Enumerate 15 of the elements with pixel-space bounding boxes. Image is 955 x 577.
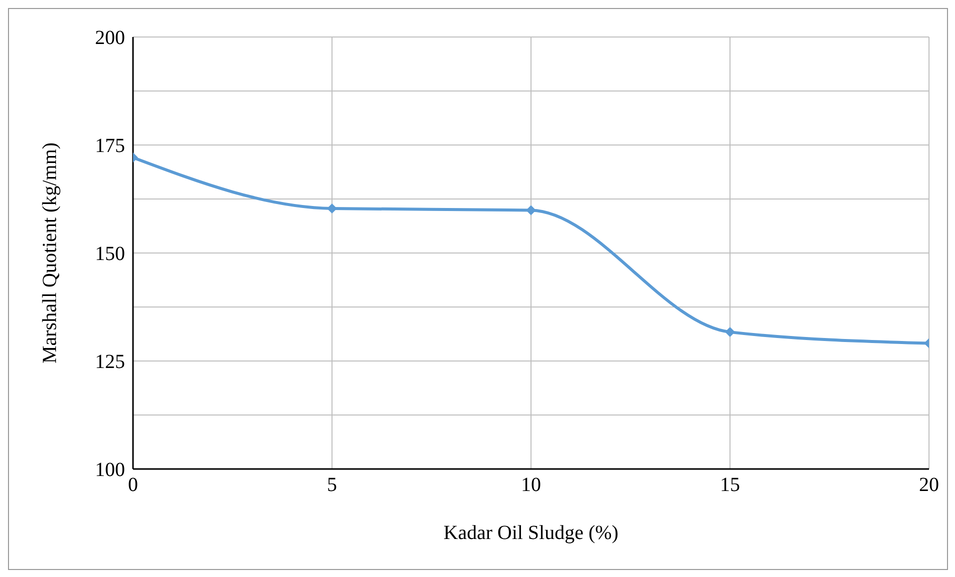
x-axis-title: Kadar Oil Sludge (%): [444, 522, 618, 544]
point: [526, 205, 536, 216]
x-tick-label: 5: [327, 474, 337, 496]
y-tick-label: 125: [95, 351, 125, 374]
y-tick-label: 100: [95, 459, 125, 482]
y-tick-label: 150: [95, 243, 125, 266]
y-axis-title: Marshall Quotient (kg/mm): [39, 142, 62, 364]
x-tick-label: 15: [720, 474, 740, 496]
y-tick-label: 200: [95, 27, 125, 50]
x-tick-label: 10: [521, 474, 541, 496]
y-tick-label: 175: [95, 135, 125, 158]
x-tick-label: 0: [128, 474, 138, 496]
x-tick-label: 20: [919, 474, 939, 496]
point: [327, 204, 337, 214]
point: [725, 327, 735, 338]
